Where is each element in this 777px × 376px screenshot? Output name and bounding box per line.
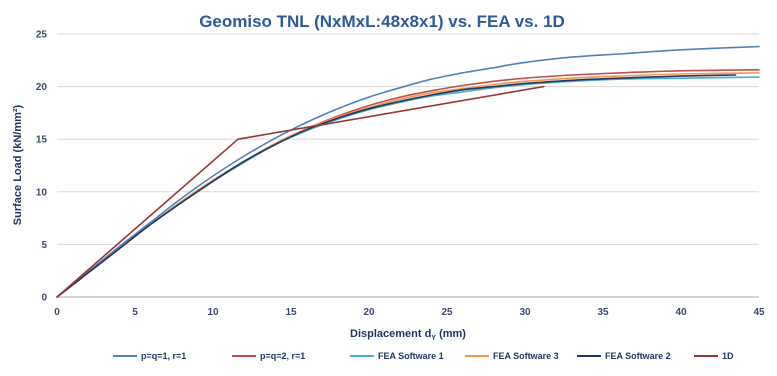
- series-line-1: [56, 45, 760, 298]
- legend-label: 1D: [722, 351, 734, 361]
- legend-label: FEA Software 1: [378, 351, 444, 361]
- series-lines: [56, 45, 760, 298]
- grid-lines: [57, 33, 759, 245]
- legend-label: FEA Software 3: [493, 351, 559, 361]
- y-tick-label: 20: [36, 82, 48, 93]
- x-tick-label: 15: [285, 307, 297, 318]
- x-tick-label: 30: [519, 307, 531, 318]
- x-axis-title-unit: (mm): [436, 328, 466, 340]
- y-tick-label: 10: [36, 187, 48, 198]
- y-tick-label: 15: [36, 135, 48, 146]
- y-axis-title: Surface Load (kN/mm²): [12, 104, 24, 225]
- x-tick-labels: 0 5 10 15 20 25 30 35 40 45: [54, 307, 765, 318]
- x-tick-label: 45: [753, 307, 765, 318]
- x-tick-label: 40: [675, 307, 687, 318]
- x-tick-label: 25: [441, 307, 453, 318]
- x-axis-title: Displacement dY (mm): [350, 328, 466, 342]
- legend: p=q=1, r=1 p=q=2, r=1 FEA Software 1 FEA So…: [113, 351, 734, 361]
- series-line-5: [56, 74, 737, 298]
- x-axis-title-main: Displacement d: [350, 328, 431, 340]
- x-tick-label: 5: [132, 307, 138, 318]
- x-tick-label: 0: [54, 307, 60, 318]
- chart-title: Geomiso TNL (NxMxL:48x8x1) vs. FEA vs. 1…: [199, 12, 565, 31]
- y-tick-label: 25: [36, 30, 48, 41]
- legend-label: p=q=2, r=1: [260, 351, 305, 361]
- y-tick-label: 5: [41, 240, 47, 251]
- y-tick-label: 0: [41, 293, 47, 304]
- series-line-2: [56, 69, 760, 298]
- x-tick-label: 20: [363, 307, 375, 318]
- x-axis-title-subscript: Y: [431, 335, 436, 342]
- y-tick-labels: 0 5 10 15 20 25: [36, 30, 48, 304]
- series-line-6: [56, 85, 545, 298]
- x-tick-label: 10: [207, 307, 219, 318]
- x-tick-label: 35: [597, 307, 609, 318]
- legend-label: FEA Software 2: [605, 351, 671, 361]
- series-line-4: [56, 72, 760, 298]
- legend-label: p=q=1, r=1: [141, 351, 186, 361]
